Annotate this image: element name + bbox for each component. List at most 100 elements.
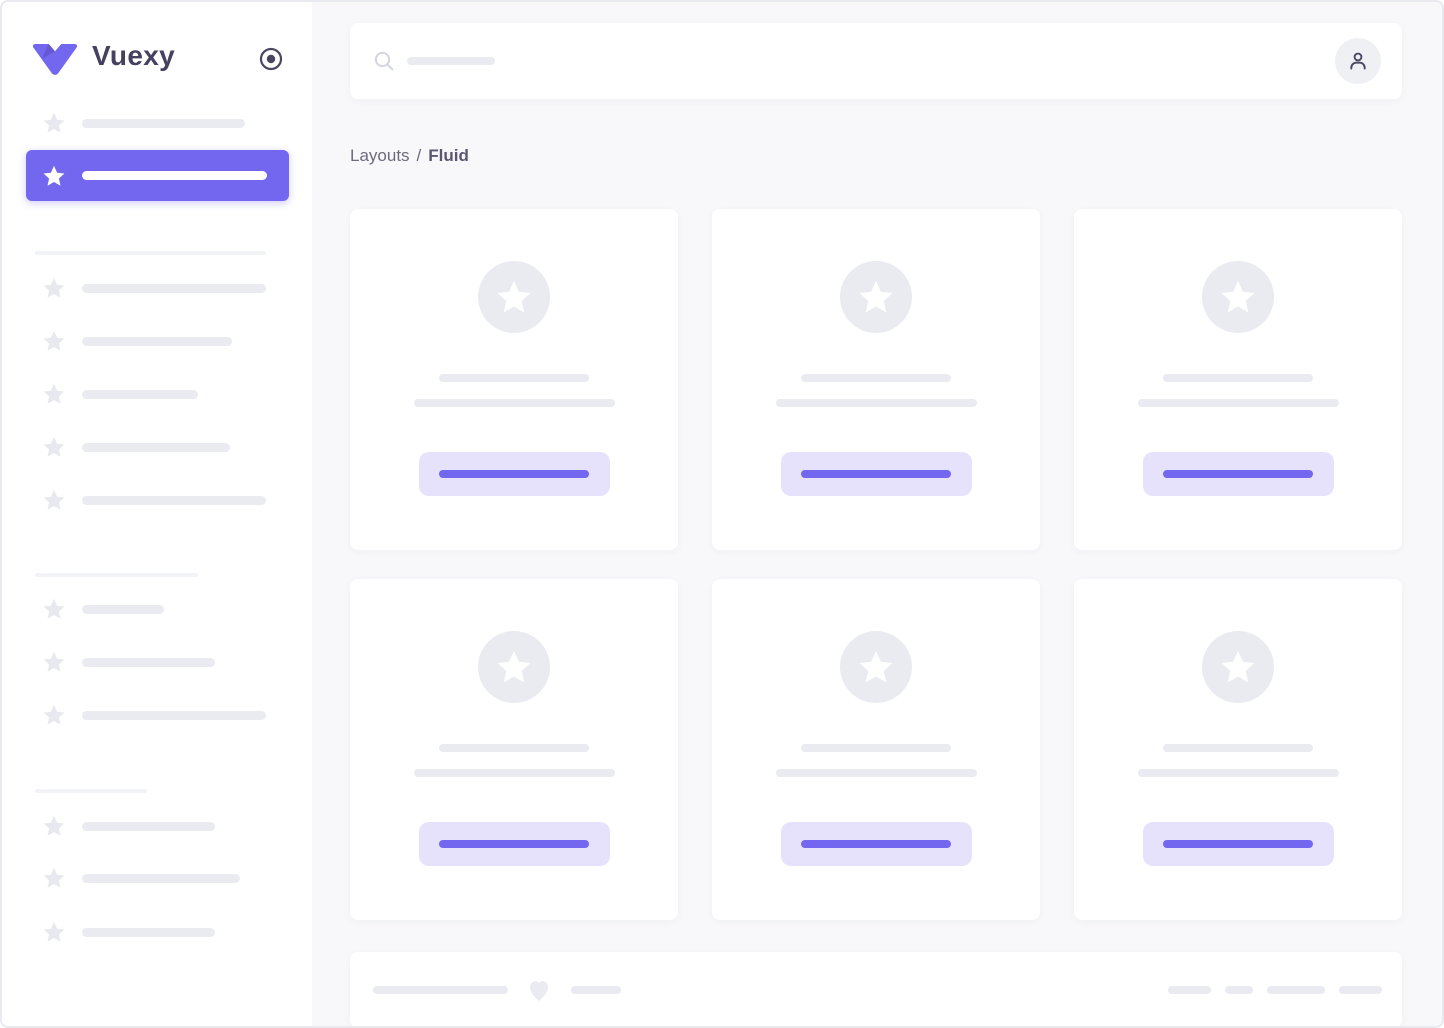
sidebar-item[interactable] xyxy=(42,920,312,944)
sidebar: Vuexy xyxy=(2,2,312,1026)
star-icon xyxy=(43,867,65,888)
sidebar-item[interactable] xyxy=(42,866,312,890)
search-icon xyxy=(374,51,394,71)
sidebar-menu xyxy=(2,111,312,944)
menu-label-placeholder xyxy=(82,604,164,614)
menu-label-placeholder xyxy=(82,171,267,180)
sidebar-item[interactable] xyxy=(42,435,312,459)
card-title-placeholder xyxy=(439,374,589,382)
sidebar-item[interactable] xyxy=(42,329,312,353)
footer-links xyxy=(1168,986,1382,994)
circle-dot-icon[interactable] xyxy=(259,47,283,71)
card-text-placeholder xyxy=(413,399,615,407)
sidebar-item[interactable] xyxy=(42,276,312,300)
star-icon xyxy=(859,650,893,683)
footer-link-placeholder[interactable] xyxy=(1267,986,1325,994)
person-icon xyxy=(1350,52,1366,70)
footer-link-placeholder[interactable] xyxy=(1168,986,1211,994)
footer-link-placeholder[interactable] xyxy=(1225,986,1253,994)
star-icon xyxy=(43,383,65,404)
menu-section-divider xyxy=(35,573,198,577)
star-icon xyxy=(43,921,65,942)
menu-label-placeholder xyxy=(82,710,266,720)
star-icon xyxy=(43,815,65,836)
sidebar-item[interactable] xyxy=(42,488,312,512)
card-media-circle xyxy=(1202,631,1274,703)
button-label-placeholder xyxy=(439,470,589,478)
menu-label-placeholder xyxy=(82,442,230,452)
card-title-placeholder xyxy=(801,744,951,752)
breadcrumb-current: Fluid xyxy=(428,146,469,165)
star-icon xyxy=(43,704,65,725)
star-icon xyxy=(43,277,65,298)
card-action-button[interactable] xyxy=(418,452,610,496)
star-icon xyxy=(497,650,531,683)
star-icon xyxy=(43,598,65,619)
breadcrumb-parent-link[interactable]: Layouts xyxy=(350,146,410,165)
user-avatar-button[interactable] xyxy=(1335,38,1381,84)
sidebar-item-active[interactable] xyxy=(26,150,289,201)
card-text-placeholder xyxy=(413,769,615,777)
menu-label-placeholder xyxy=(82,389,198,399)
card-action-button[interactable] xyxy=(1142,452,1334,496)
star-icon xyxy=(497,280,531,313)
star-icon xyxy=(43,489,65,510)
card-action-button[interactable] xyxy=(418,822,610,866)
sidebar-item[interactable] xyxy=(42,703,312,727)
button-label-placeholder xyxy=(801,840,951,848)
card-media-circle xyxy=(840,261,912,333)
heart-icon xyxy=(530,981,548,1001)
menu-section-divider xyxy=(35,789,147,793)
card-title-placeholder xyxy=(1163,744,1313,752)
placeholder-card xyxy=(1074,209,1402,550)
menu-section-divider xyxy=(35,251,266,255)
card-text-placeholder xyxy=(1137,769,1339,777)
card-media-circle xyxy=(1202,261,1274,333)
star-icon xyxy=(43,330,65,351)
sidebar-item[interactable] xyxy=(42,650,312,674)
button-label-placeholder xyxy=(1163,840,1313,848)
vuexy-logo-icon xyxy=(32,44,78,75)
footer-text-placeholder xyxy=(373,986,508,994)
menu-label-placeholder xyxy=(82,118,245,128)
sidebar-item[interactable] xyxy=(42,597,312,621)
breadcrumb-separator: / xyxy=(416,146,422,165)
card-action-button[interactable] xyxy=(1142,822,1334,866)
search-placeholder-bar xyxy=(407,57,495,65)
menu-label-placeholder xyxy=(82,873,240,883)
top-navbar xyxy=(350,23,1402,99)
star-icon xyxy=(43,112,65,133)
card-title-placeholder xyxy=(439,744,589,752)
card-text-placeholder xyxy=(775,399,977,407)
main-content: Layouts / Fluid xyxy=(312,2,1442,1026)
footer-link-placeholder[interactable] xyxy=(1339,986,1382,994)
search-input[interactable] xyxy=(373,50,495,72)
menu-label-placeholder xyxy=(82,495,266,505)
card-media-circle xyxy=(478,261,550,333)
star-icon xyxy=(1221,650,1255,683)
footer-text-placeholder xyxy=(571,986,621,994)
menu-label-placeholder xyxy=(82,927,215,937)
card-media-circle xyxy=(840,631,912,703)
card-action-button[interactable] xyxy=(780,452,972,496)
sidebar-item[interactable] xyxy=(42,111,312,135)
card-title-placeholder xyxy=(1163,374,1313,382)
star-icon xyxy=(859,280,893,313)
card-media-circle xyxy=(478,631,550,703)
star-icon xyxy=(1221,280,1255,313)
brand-name: Vuexy xyxy=(92,40,175,71)
menu-label-placeholder xyxy=(82,336,232,346)
sidebar-item[interactable] xyxy=(42,814,312,838)
placeholder-card xyxy=(712,579,1040,920)
breadcrumb: Layouts / Fluid xyxy=(350,147,1402,165)
button-label-placeholder xyxy=(1163,470,1313,478)
card-text-placeholder xyxy=(1137,399,1339,407)
placeholder-card xyxy=(350,209,678,550)
card-action-button[interactable] xyxy=(780,822,972,866)
card-title-placeholder xyxy=(801,374,951,382)
button-label-placeholder xyxy=(801,470,951,478)
sidebar-item[interactable] xyxy=(42,382,312,406)
button-label-placeholder xyxy=(439,840,589,848)
menu-label-placeholder xyxy=(82,657,215,667)
placeholder-card xyxy=(350,579,678,920)
